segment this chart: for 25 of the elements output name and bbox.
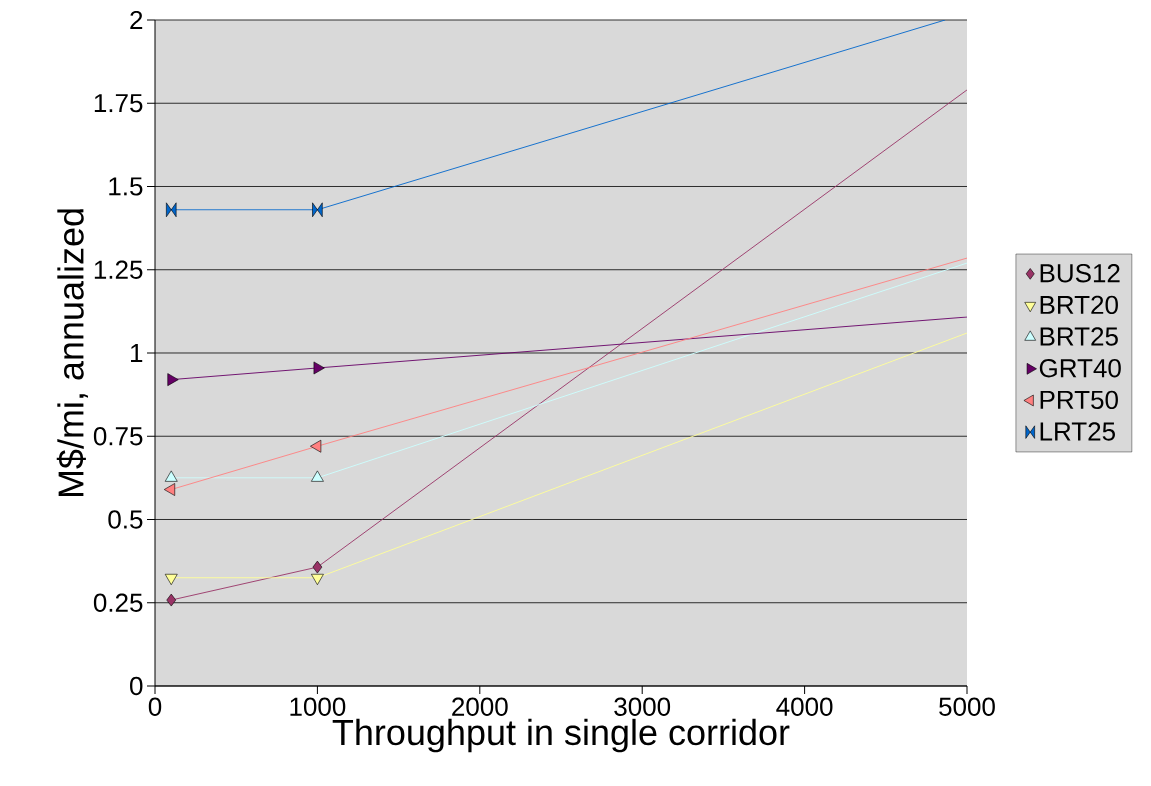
legend-label: PRT50 (1040, 390, 1118, 410)
x-tick-label: 5000 (939, 697, 995, 716)
legend-label: BRT25 (1040, 327, 1118, 346)
y-tick-label: 2 (130, 10, 143, 30)
y-tick-label: 1.25 (94, 260, 143, 279)
point (166, 593, 177, 607)
x-tick-label: 1000 (290, 697, 346, 716)
y-tick-label: 1.5 (109, 177, 143, 196)
y-tick-label: 0.5 (108, 510, 143, 529)
point (312, 560, 323, 574)
legend-label: BRT20 (1040, 295, 1118, 315)
legend-label: LRT25 (1040, 422, 1115, 441)
legend-label: BUS12 (1040, 264, 1120, 283)
x-tick-label: 4000 (776, 697, 833, 716)
legend-label: GRT40 (1039, 358, 1121, 378)
x-tick-label: 2000 (452, 697, 508, 716)
x-tick-label: 0 (148, 697, 162, 716)
y-tick-label: 0.25 (93, 593, 143, 612)
y-tick-label: 0.75 (93, 427, 143, 446)
y-tick-label: 0 (130, 676, 143, 696)
y-tick-label: 1.75 (94, 94, 143, 113)
x-tick-label: 3000 (614, 697, 671, 716)
y-tick-label: 1 (130, 344, 143, 362)
y-axis-title: M$/mi, annualized (56, 209, 89, 497)
x-axis-title: Throughput in single corridor (332, 718, 790, 753)
